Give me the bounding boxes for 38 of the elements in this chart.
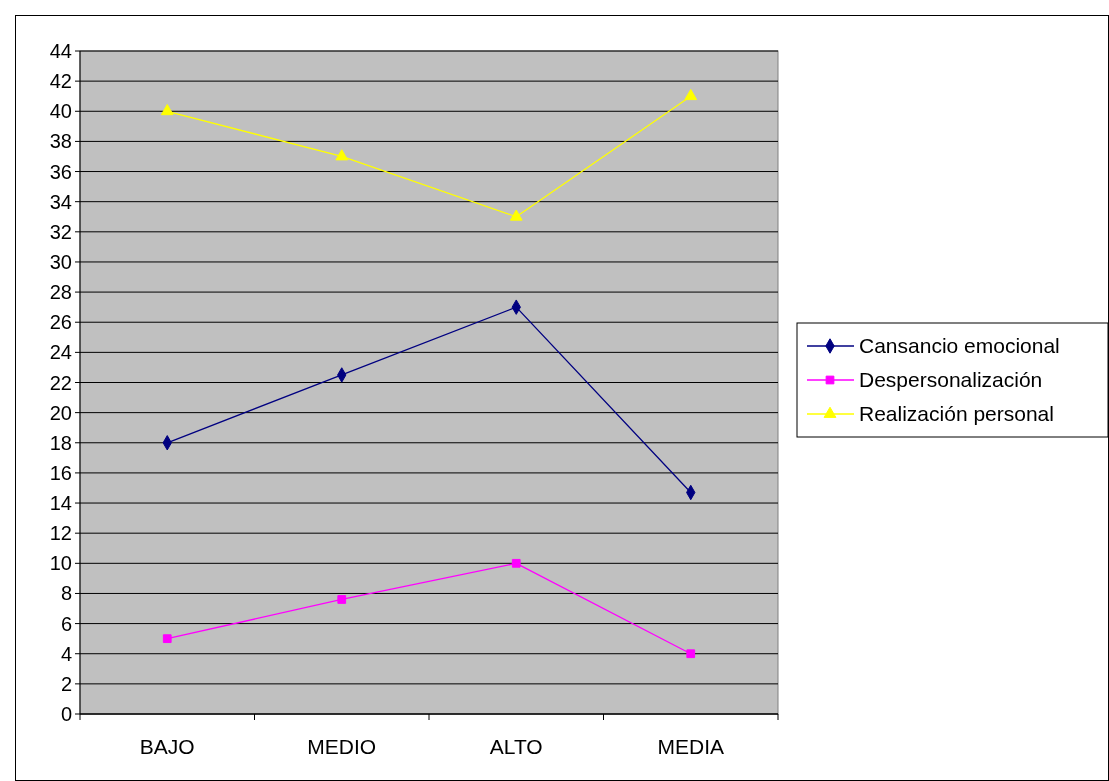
y-tick-label: 26 xyxy=(49,311,72,334)
y-tick-label: 14 xyxy=(49,492,72,515)
y-tick-label: 10 xyxy=(49,552,72,575)
legend-label: Realización personal xyxy=(859,402,1054,426)
y-tick-label: 2 xyxy=(60,672,72,695)
point xyxy=(162,634,172,644)
x-tick-label: MEDIA xyxy=(657,735,725,758)
y-tick-label: 34 xyxy=(49,190,72,213)
y-tick-label: 0 xyxy=(60,703,72,725)
y-tick-label: 30 xyxy=(49,250,72,273)
legend-label: Despersonalización xyxy=(859,368,1043,392)
y-tick-label: 18 xyxy=(49,431,72,454)
legend-label: Cansancio emocional xyxy=(859,334,1060,358)
point xyxy=(337,595,347,604)
x-tick-label: ALTO xyxy=(489,735,543,758)
point xyxy=(509,209,523,221)
y-tick-label: 28 xyxy=(49,281,72,304)
y-tick-label: 8 xyxy=(60,582,72,605)
x-tick-label: MEDIO xyxy=(307,735,377,758)
point xyxy=(684,88,698,101)
y-tick-label: 16 xyxy=(49,461,72,484)
point xyxy=(335,149,349,161)
x-tick-label: BAJO xyxy=(139,735,195,758)
y-tick-label: 20 xyxy=(49,401,72,424)
y-tick-label: 36 xyxy=(49,160,72,183)
y-tick-label: 40 xyxy=(49,100,72,123)
point xyxy=(686,649,696,659)
y-tick-label: 32 xyxy=(49,220,72,243)
y-tick-label: 44 xyxy=(49,40,72,62)
y-tick-label: 38 xyxy=(49,130,72,153)
y-tick-label: 24 xyxy=(49,341,72,364)
y-tick-label: 12 xyxy=(49,522,72,545)
y-tick-label: 42 xyxy=(49,70,72,93)
y-tick-label: 4 xyxy=(60,642,72,665)
point xyxy=(160,103,174,116)
y-tick-label: 22 xyxy=(49,371,72,394)
y-tick-label: 6 xyxy=(60,612,72,635)
point xyxy=(511,558,521,568)
